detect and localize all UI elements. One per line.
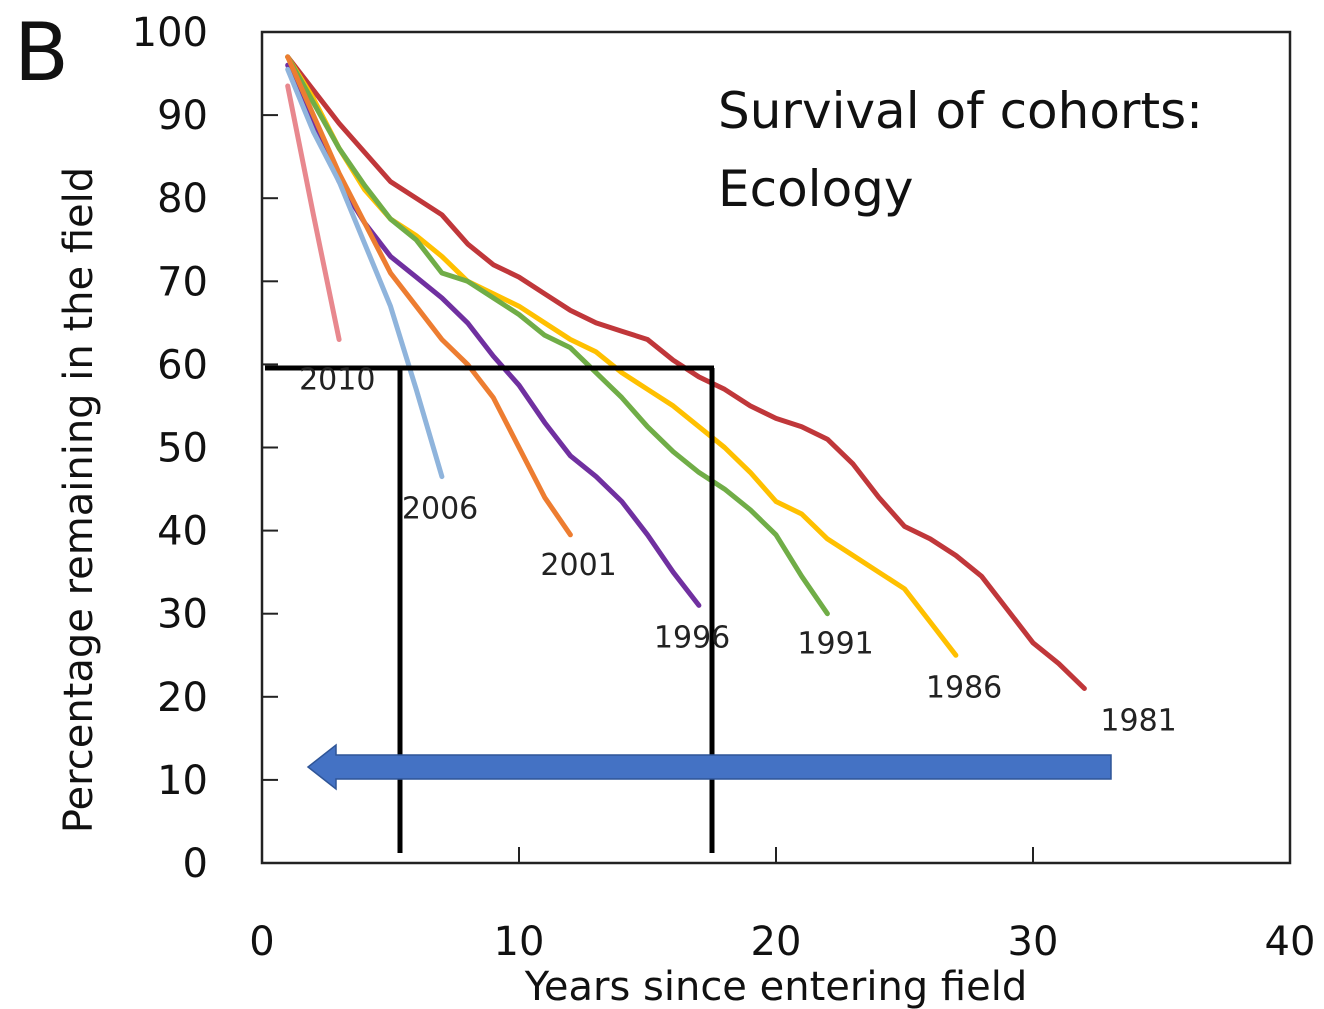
y-tick-label: 60: [157, 342, 208, 388]
series-line: [285, 54, 959, 658]
series-label: 2010: [299, 362, 375, 397]
series-label: 1986: [926, 670, 1002, 705]
y-tick-label: 10: [157, 758, 208, 804]
y-tick-label: 70: [157, 259, 208, 305]
chart-title: Ecology: [718, 160, 913, 218]
series-line: [285, 83, 342, 342]
series-label: 1996: [654, 620, 730, 655]
series-line: [285, 66, 445, 480]
x-tick-label: 0: [249, 919, 274, 965]
x-axis-label: Years since entering field: [524, 964, 1027, 1009]
series-group: [285, 54, 1087, 691]
x-tick-label: 40: [1265, 919, 1316, 965]
series-label: 1981: [1100, 703, 1176, 738]
series-line: [285, 54, 573, 538]
y-tick-label: 100: [132, 10, 208, 56]
y-axis-label: Percentage remaining in the field: [56, 167, 102, 833]
series-label: 2001: [540, 548, 616, 583]
x-tick-label: 10: [494, 919, 545, 965]
y-tick-label: 40: [157, 509, 208, 555]
y-tick-label: 50: [157, 426, 208, 472]
series-line: [285, 54, 1087, 691]
y-tick-label: 80: [157, 176, 208, 222]
y-tick-label: 20: [157, 675, 208, 721]
series-label: 2006: [402, 492, 478, 527]
x-tick-label: 30: [1008, 919, 1059, 965]
annotations: [265, 365, 1112, 853]
arrow: [306, 743, 1112, 791]
y-tick-label: 30: [157, 592, 208, 638]
x-tick-label: 20: [751, 919, 802, 965]
series-line: [285, 54, 830, 617]
y-tick-label: 0: [183, 841, 208, 887]
y-tick-label: 90: [157, 93, 208, 139]
series-label: 1991: [797, 627, 873, 662]
chart-title: Survival of cohorts:: [718, 82, 1203, 140]
panel-label: B: [14, 6, 69, 99]
